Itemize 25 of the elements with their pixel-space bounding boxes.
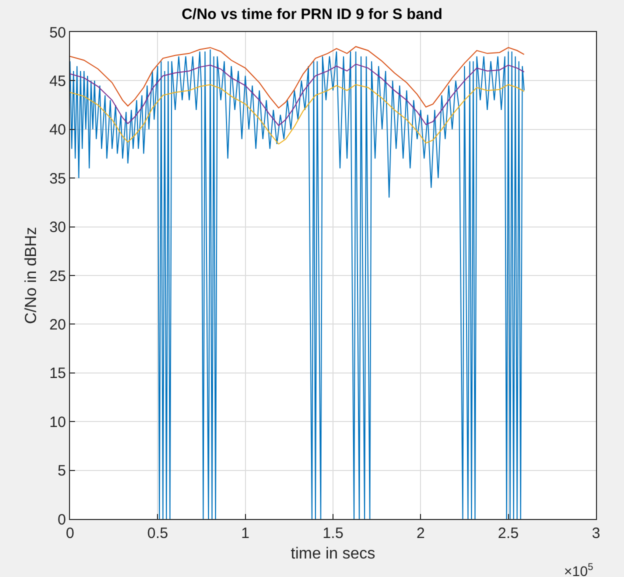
chart-title: C/No vs time for PRN ID 9 for S band: [182, 6, 442, 24]
y-tick-label: 10: [49, 414, 66, 431]
line-series: [70, 49, 525, 519]
line-series: [70, 64, 525, 126]
x-tick-label: 3: [592, 525, 600, 542]
y-tick-label: 45: [49, 72, 66, 90]
line-series: [70, 84, 525, 145]
y-tick-label: 0: [58, 511, 66, 528]
y-tick-label: 30: [49, 219, 66, 236]
x-tick-label: 2: [416, 525, 425, 542]
y-tick-label: 25: [49, 268, 66, 285]
text: ×10$^{5}$: [564, 562, 594, 577]
line-series: [70, 46, 525, 108]
y-tick-label: 35: [49, 170, 66, 188]
x-tick-label: 0.5: [147, 525, 168, 542]
x-tick-label: 1: [241, 525, 250, 542]
y-axis-title: C/No in dBHz: [23, 227, 40, 324]
x-tick-label: 2.5: [498, 525, 519, 542]
x-tick-label: 1.5: [322, 525, 344, 542]
x-axis-title: time in secs: [290, 546, 376, 563]
y-tick-label: 50: [49, 24, 66, 42]
y-tick-label: 20: [49, 316, 66, 334]
y-tick-label: 15: [49, 365, 66, 382]
y-tick-label: 40: [49, 122, 66, 139]
y-tick-label: 5: [58, 462, 66, 480]
